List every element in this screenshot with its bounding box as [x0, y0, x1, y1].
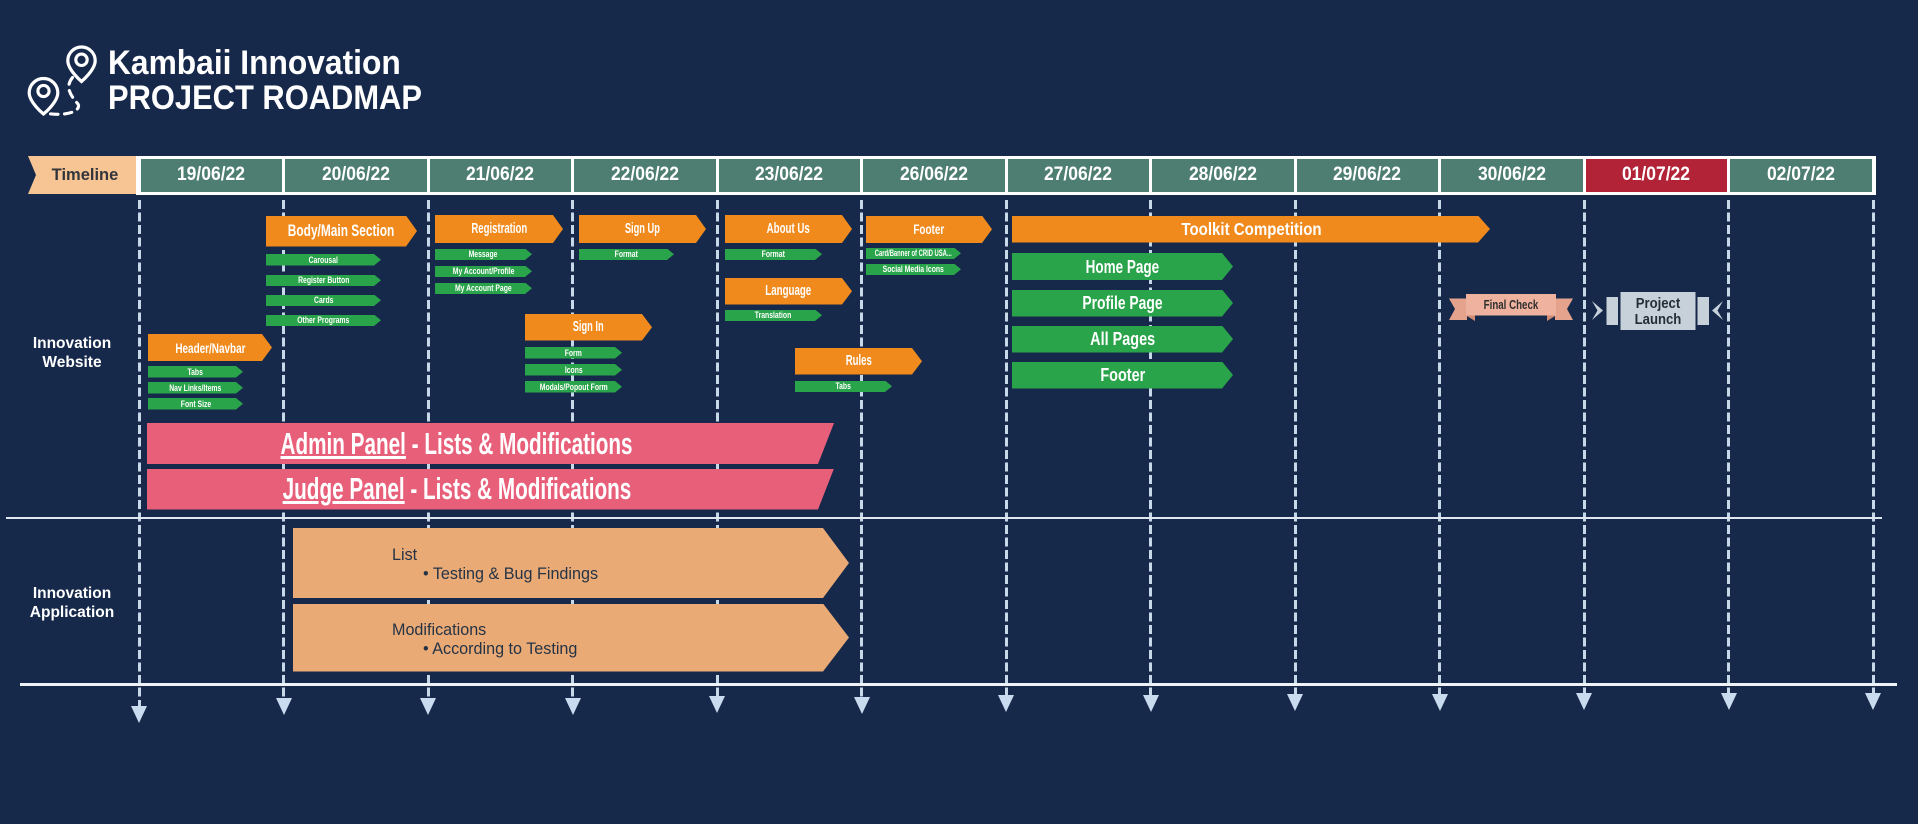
- svg-text:Final Check: Final Check: [1484, 299, 1539, 312]
- svg-text:Project: Project: [1636, 294, 1681, 311]
- svg-text:Launch: Launch: [1635, 310, 1682, 327]
